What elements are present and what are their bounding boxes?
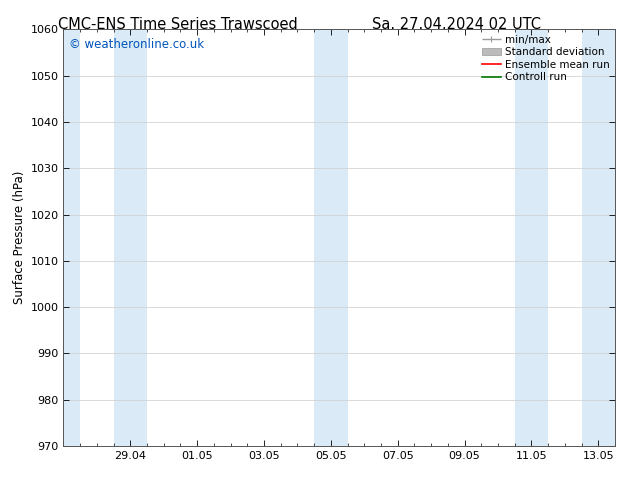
Bar bbox=[63, 29, 80, 446]
Y-axis label: Surface Pressure (hPa): Surface Pressure (hPa) bbox=[13, 171, 26, 304]
Bar bbox=[314, 29, 347, 446]
Bar bbox=[515, 29, 548, 446]
Bar bbox=[113, 29, 147, 446]
Text: CMC-ENS Time Series Trawscoed: CMC-ENS Time Series Trawscoed bbox=[58, 17, 297, 32]
Text: Sa. 27.04.2024 02 UTC: Sa. 27.04.2024 02 UTC bbox=[372, 17, 541, 32]
Bar bbox=[581, 29, 615, 446]
Legend: min/max, Standard deviation, Ensemble mean run, Controll run: min/max, Standard deviation, Ensemble me… bbox=[479, 31, 613, 86]
Text: © weatheronline.co.uk: © weatheronline.co.uk bbox=[69, 38, 204, 51]
